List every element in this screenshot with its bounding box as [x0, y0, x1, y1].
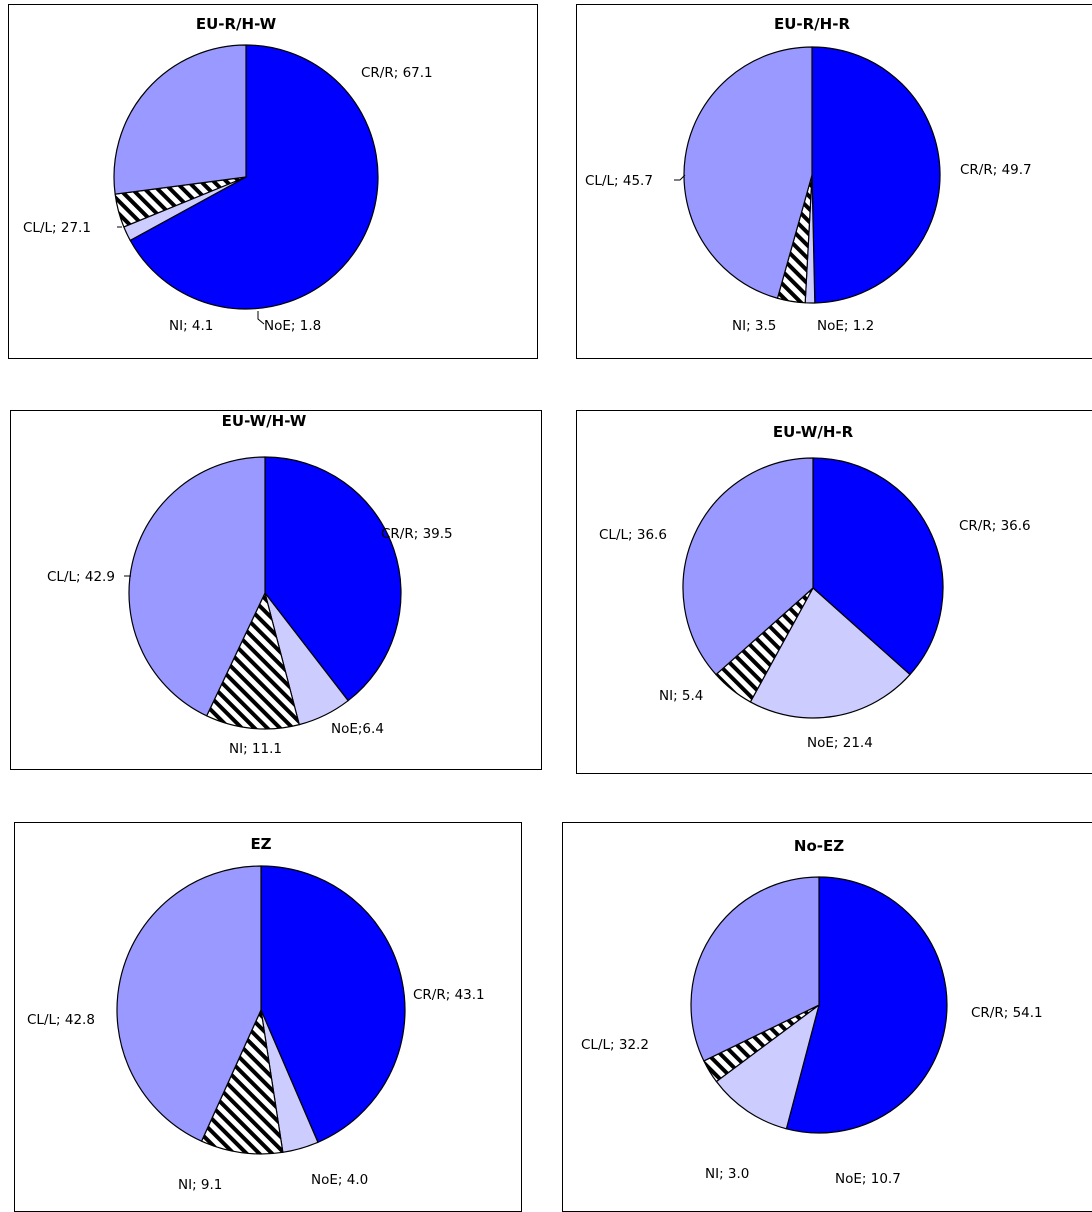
- pie-chart-panel-4: EU-W/H-R CR/R; 36.6 NoE; 21.4 NI; 5.4 CL/L; …: [576, 410, 1092, 774]
- pie-chart-4: EU-W/H-R CR/R; 36.6 NoE; 21.4 NI; 5.4 CL/L; …: [599, 423, 1031, 751]
- pie-chart-5: EZ CR/R; 43.1 NoE; 4.0 NI; 9.1 CL/L; 42.8: [27, 835, 485, 1193]
- pie-chart-6: No-EZ CR/R; 54.1 NoE; 10.7 NI; 3.0 CL/L; 32.…: [581, 837, 1043, 1187]
- pie-slice-cr-r: [129, 44, 379, 310]
- slice-label-cr-r: CR/R; 36.6: [959, 518, 1031, 534]
- slice-label-cr-r: CR/R; 39.5: [381, 526, 453, 542]
- pie-slice-cr-r: [812, 457, 944, 676]
- slice-label-noe: NoE;6.4: [331, 721, 384, 737]
- chart-title: EZ: [250, 835, 271, 853]
- pie-slice-cr-r: [264, 456, 402, 702]
- slice-label-cl-l: CL/L; 36.6: [599, 527, 667, 543]
- slice-label-ni: NI; 3.5: [732, 318, 776, 334]
- slice-label-cr-r: CR/R; 67.1: [361, 65, 433, 81]
- slice-label-cl-l: CL/L; 27.1: [23, 220, 91, 236]
- pie-slice-noe: [749, 587, 911, 719]
- pie-slice-cl-l: [690, 876, 820, 1062]
- chart-title: EU-W/H-R: [773, 423, 854, 441]
- slice-label-noe: NoE; 4.0: [311, 1172, 368, 1188]
- slice-label-ni: NI; 4.1: [169, 318, 213, 334]
- pie-chart-1: EU-R/H-W CR/R; 67.1 NoE; 1.8 NI; 4.1 CL/L; 2…: [23, 15, 433, 334]
- pie-slice-noe: [715, 1004, 820, 1130]
- slice-label-ni: NI; 9.1: [178, 1177, 222, 1193]
- pie-chart-panel-6: No-EZ CR/R; 54.1 NoE; 10.7 NI; 3.0 CL/L; 32.…: [562, 822, 1092, 1212]
- slice-label-cl-l: CL/L; 32.2: [581, 1037, 649, 1053]
- slice-label-cr-r: CR/R; 43.1: [413, 987, 485, 1003]
- pie-slice-cr-r: [260, 865, 406, 1143]
- pie-slice-cl-l: [682, 457, 814, 676]
- slice-label-cr-r: CR/R; 54.1: [971, 1005, 1043, 1021]
- chart-title: EU-W/H-W: [222, 412, 307, 430]
- pie-slice-cr-r: [811, 46, 941, 304]
- slice-label-cr-r: CR/R; 49.7: [960, 162, 1032, 178]
- slice-label-noe: NoE; 1.2: [817, 318, 874, 334]
- slice-label-ni: NI; 11.1: [229, 741, 282, 757]
- pie-chart-panel-5: EZ CR/R; 43.1 NoE; 4.0 NI; 9.1 CL/L; 42.8: [14, 822, 522, 1212]
- pie-slice-ni: [201, 1009, 284, 1155]
- leader-line: [674, 174, 686, 181]
- leader-line: [257, 311, 265, 325]
- pie-slice-cl-l: [683, 46, 813, 299]
- pie-chart-panel-2: EU-R/H-R CR/R; 49.7 NoE; 1.2 NI; 3.5 CL/L; 4…: [576, 4, 1092, 359]
- slice-label-ni: NI; 5.4: [659, 688, 703, 704]
- slice-label-noe: NoE; 21.4: [807, 735, 873, 751]
- pie-chart-panel-1: EU-R/H-W CR/R; 67.1 NoE; 1.8 NI; 4.1 CL/L; 2…: [8, 4, 538, 359]
- pie-slice-cl-l: [128, 456, 266, 717]
- pie-slice-cl-l: [116, 865, 262, 1142]
- pie-slice-cl-l: [113, 44, 247, 195]
- pie-slice-cr-r: [785, 876, 948, 1134]
- chart-title: EU-R/H-R: [774, 15, 850, 33]
- pie-chart-2: EU-R/H-R CR/R; 49.7 NoE; 1.2 NI; 3.5 CL/L; 4…: [585, 15, 1032, 334]
- slice-label-cl-l: CL/L; 45.7: [585, 173, 653, 189]
- pie-slice-ni: [206, 592, 300, 730]
- slice-label-noe: NoE; 10.7: [835, 1171, 901, 1187]
- slice-label-cl-l: CL/L; 42.8: [27, 1012, 95, 1028]
- slice-label-noe: NoE; 1.8: [264, 318, 321, 334]
- chart-title: EU-R/H-W: [196, 15, 277, 33]
- pie-chart-3: EU-W/H-W CR/R; 39.5 NoE;6.4 NI; 11.1 CL/L; 4…: [47, 412, 453, 757]
- pie-chart-panel-3: EU-W/H-W CR/R; 39.5 NoE;6.4 NI; 11.1 CL/L; 4…: [10, 410, 542, 770]
- slice-label-ni: NI; 3.0: [705, 1166, 749, 1182]
- chart-title: No-EZ: [794, 837, 844, 855]
- slice-label-cl-l: CL/L; 42.9: [47, 569, 115, 585]
